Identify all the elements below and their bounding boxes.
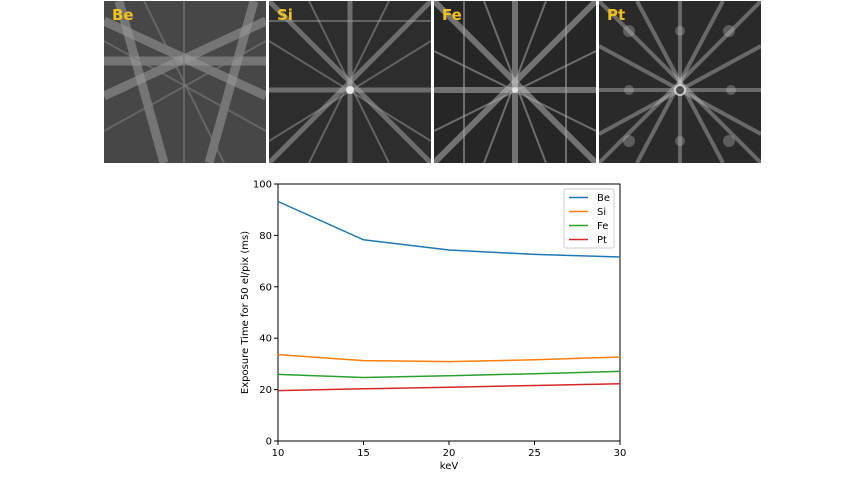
y-axis-label: Exposure Time for 50 el/pix (ms) (240, 231, 251, 394)
x-tick-label: 25 (528, 448, 541, 459)
pattern-panel-be: Be (104, 1, 266, 163)
y-tick-label: 40 (259, 334, 272, 345)
series-line-be (277, 200, 621, 258)
y-axis: 0 20 40 60 80 100 (253, 180, 278, 448)
pattern-panel-fe: Fe (434, 1, 596, 163)
legend-label-be: Be (597, 193, 610, 204)
panel-label-fe: Fe (442, 6, 462, 24)
panel-label-pt: Pt (607, 6, 626, 24)
series-line-si (277, 353, 621, 363)
pattern-image-be (104, 1, 266, 163)
panel-label-si: Si (277, 6, 293, 24)
pattern-image-si (269, 1, 431, 163)
x-tick-label: 20 (443, 448, 456, 459)
legend-label-si: Si (597, 207, 606, 218)
x-axis: 10 15 20 25 30 (272, 441, 627, 459)
pattern-panel-si: Si (269, 1, 431, 163)
y-tick-label: 0 (266, 437, 272, 448)
series-line-fe (277, 370, 621, 379)
pattern-image-fe (434, 1, 596, 163)
legend-label-fe: Fe (597, 221, 608, 232)
pattern-image-pt (599, 1, 761, 163)
y-tick-label: 100 (253, 180, 272, 191)
x-axis-label: keV (440, 461, 459, 472)
legend-box (563, 188, 615, 249)
series-lines (277, 200, 621, 392)
x-tick-label: 15 (357, 448, 370, 459)
panel-label-be: Be (112, 6, 134, 24)
y-tick-label: 80 (259, 231, 272, 242)
legend-label-pt: Pt (597, 235, 607, 246)
x-tick-label: 10 (272, 448, 285, 459)
series-line-pt (277, 382, 621, 392)
y-tick-label: 60 (259, 282, 272, 293)
legend: Be Si Fe Pt (563, 188, 615, 249)
x-tick-label: 30 (614, 448, 627, 459)
pattern-panel-pt: Pt (599, 1, 761, 163)
y-tick-label: 20 (259, 385, 272, 396)
